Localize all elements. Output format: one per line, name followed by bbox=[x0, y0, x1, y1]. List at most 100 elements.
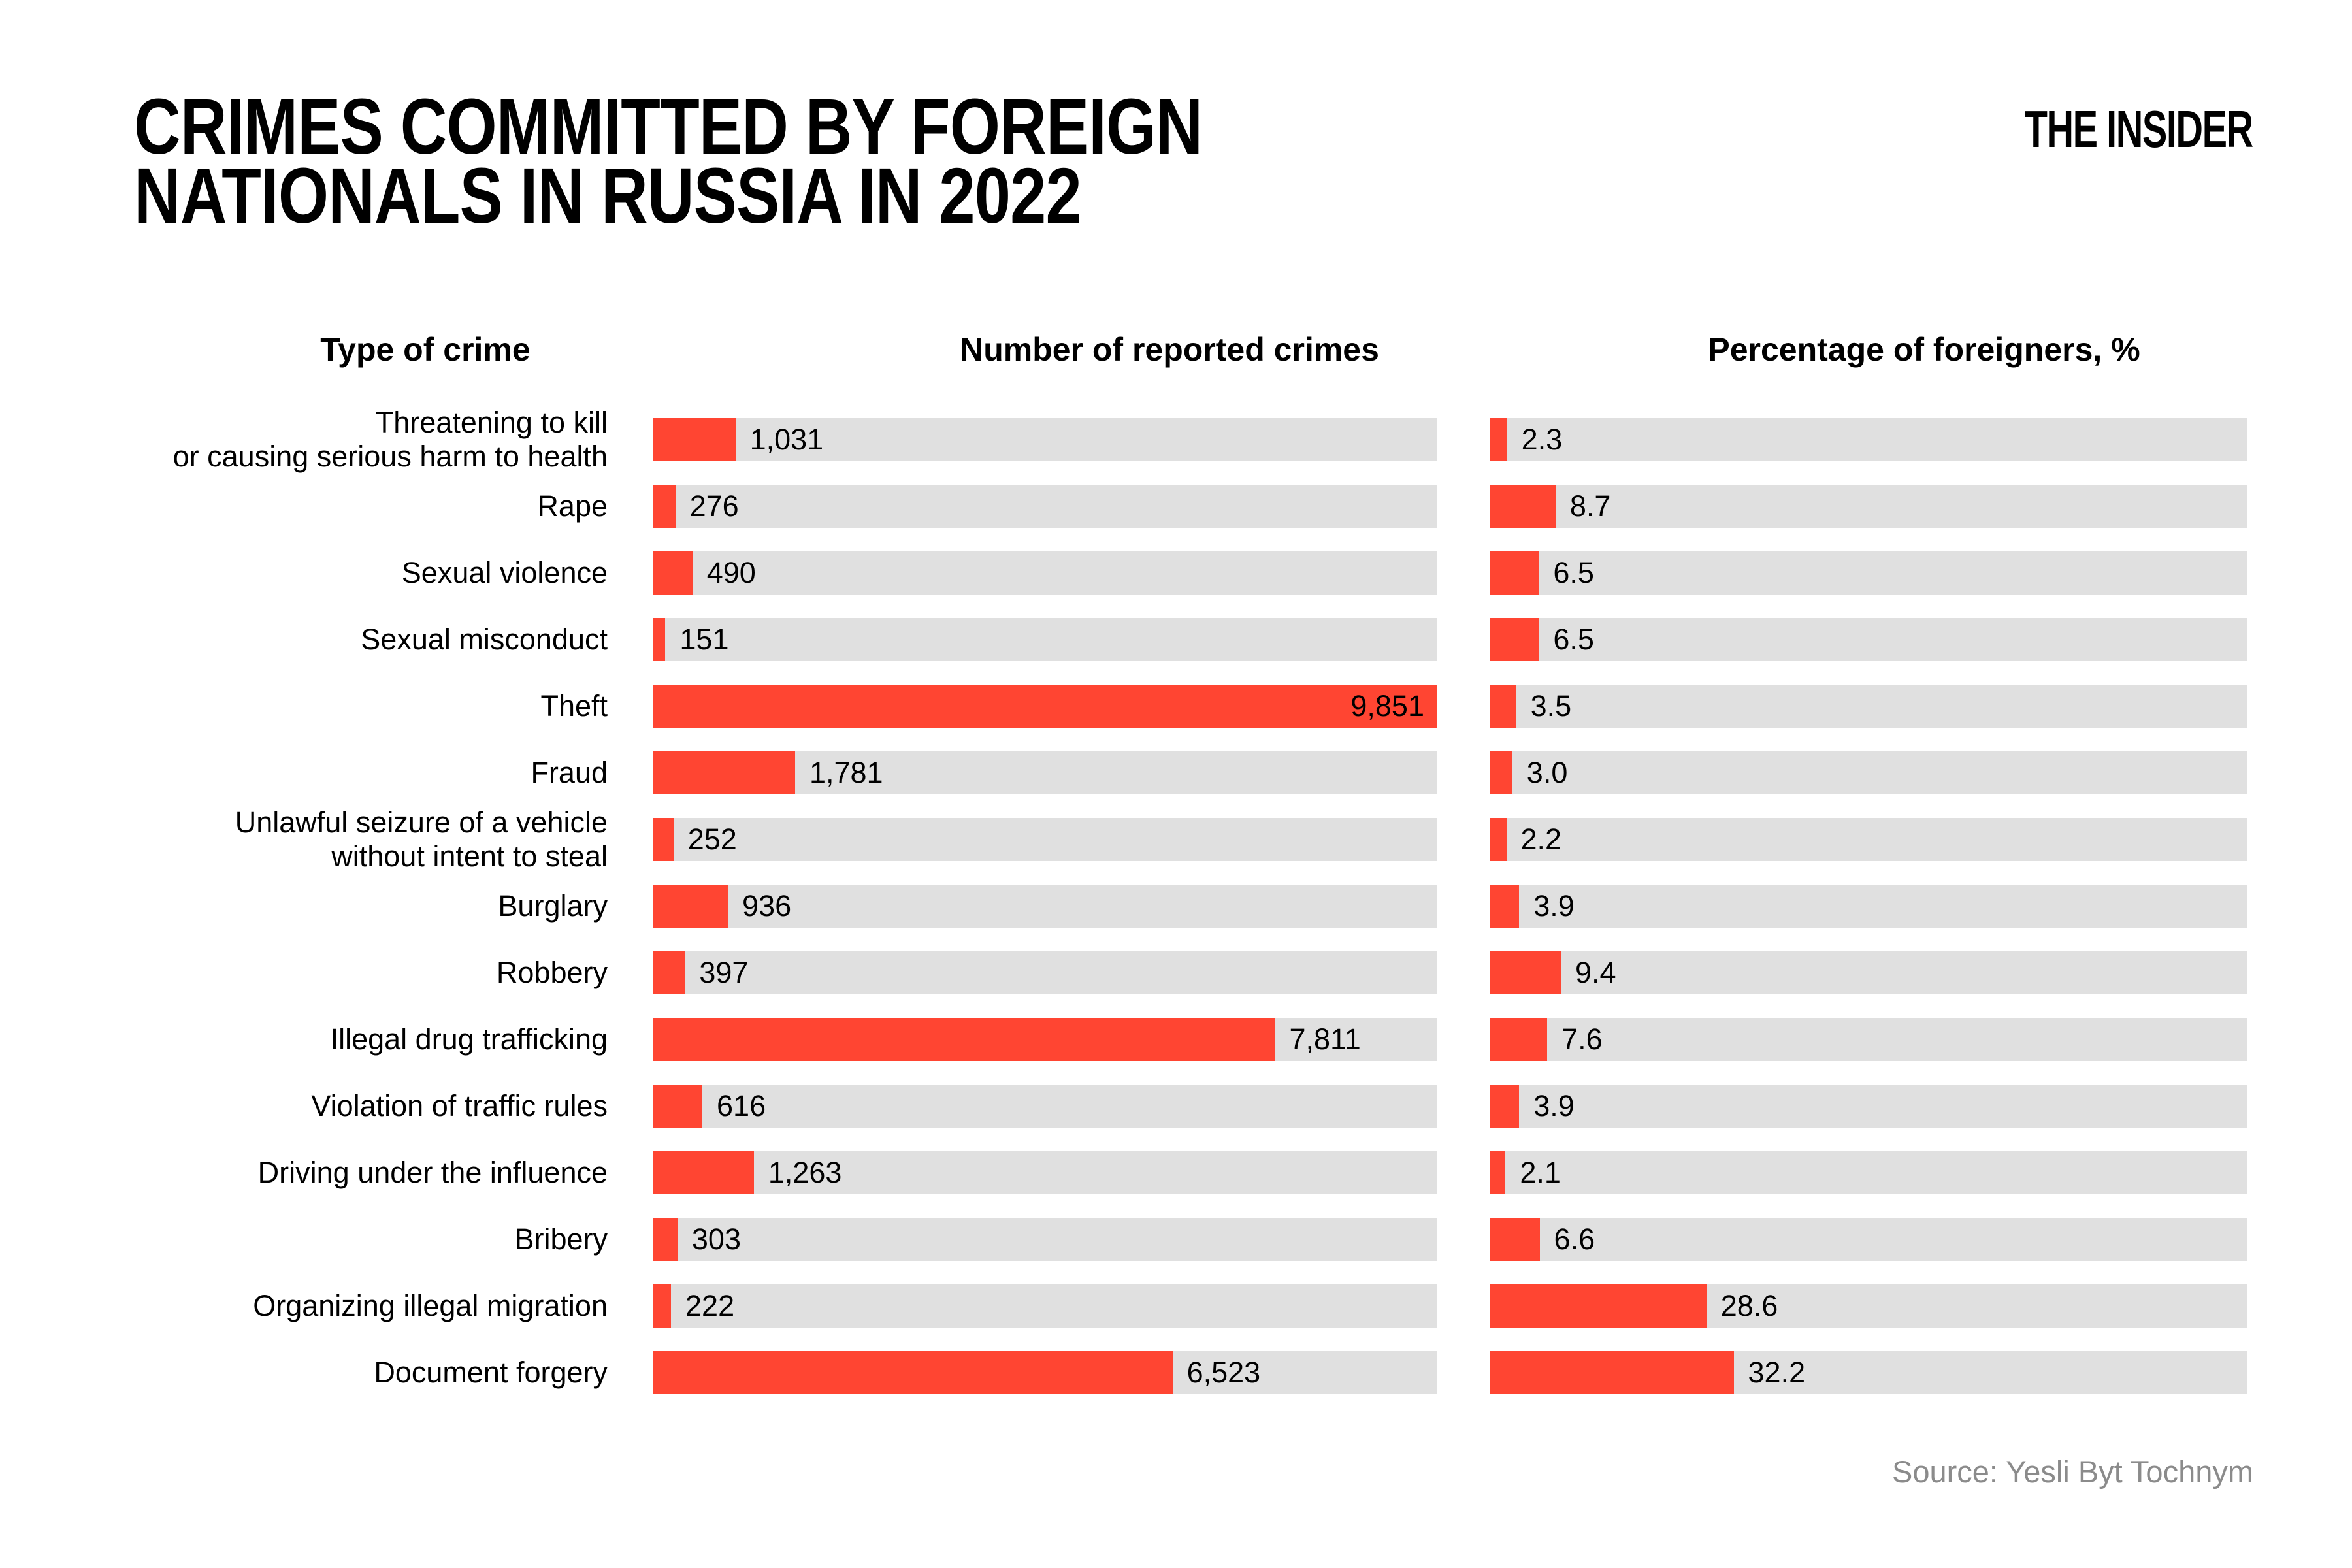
crime-type-label: Theft bbox=[540, 689, 608, 723]
crime-type-label: Sexual misconduct bbox=[361, 623, 608, 656]
crimes-bar bbox=[653, 551, 693, 595]
pct-bar bbox=[1490, 1151, 1506, 1194]
crimes-value-label: 1,263 bbox=[768, 1156, 842, 1189]
crimes-value-label: 7,811 bbox=[1289, 1022, 1361, 1056]
crimes-bar bbox=[653, 418, 736, 461]
crimes-value-label: 490 bbox=[706, 556, 756, 589]
pct-bar-track: 8.7 bbox=[1490, 485, 2247, 528]
crimes-value-label: 222 bbox=[685, 1289, 735, 1322]
chart-row: Unlawful seizure of a vehicle without int… bbox=[0, 806, 2352, 873]
pct-bar-track: 28.6 bbox=[1490, 1284, 2247, 1328]
pct-bar bbox=[1490, 1284, 1707, 1328]
pct-value-label: 3.9 bbox=[1533, 889, 1575, 923]
pct-value-label: 6.5 bbox=[1553, 556, 1594, 589]
crimes-value-label: 936 bbox=[742, 889, 792, 923]
crimes-bar bbox=[653, 1151, 754, 1194]
pct-bar bbox=[1490, 485, 1556, 528]
chart-rows: Threatening to kill or causing serious ha… bbox=[0, 406, 2352, 1418]
chart-row: Rape 276 8.7 bbox=[0, 485, 2352, 528]
pct-bar bbox=[1490, 618, 1539, 661]
column-header-number-of-reported-crimes: Number of reported crimes bbox=[960, 331, 1379, 368]
page-title: CRIMES COMMITTED BY FOREIGN NATIONALS IN… bbox=[134, 82, 1203, 240]
chart-row: Burglary 936 3.9 bbox=[0, 885, 2352, 928]
pct-value-label: 28.6 bbox=[1720, 1289, 1778, 1322]
crimes-bar-track: 397 bbox=[653, 951, 1437, 994]
pct-value-label: 6.5 bbox=[1553, 623, 1594, 656]
crime-type-label: Fraud bbox=[531, 756, 608, 789]
source-credit: Source: Yesli Byt Tochnym bbox=[1892, 1454, 2253, 1489]
pct-bar bbox=[1490, 951, 1561, 994]
crimes-value-label: 151 bbox=[679, 623, 729, 656]
pct-value-label: 3.5 bbox=[1530, 689, 1572, 723]
pct-value-label: 6.6 bbox=[1554, 1222, 1595, 1256]
pct-bar bbox=[1490, 1351, 1734, 1394]
crimes-bar-track: 1,263 bbox=[653, 1151, 1437, 1194]
pct-bar-track: 3.9 bbox=[1490, 1085, 2247, 1128]
chart-row: Robbery 397 9.4 bbox=[0, 951, 2352, 994]
crimes-bar-track: 7,811 bbox=[653, 1018, 1437, 1061]
crimes-bar bbox=[653, 1284, 672, 1328]
pct-bar-track: 3.5 bbox=[1490, 685, 2247, 728]
pct-value-label: 32.2 bbox=[1748, 1356, 1806, 1389]
crimes-bar-track: 6,523 bbox=[653, 1351, 1437, 1394]
crimes-bar bbox=[653, 485, 676, 528]
pct-bar-track: 32.2 bbox=[1490, 1351, 2247, 1394]
crimes-bar bbox=[653, 751, 795, 794]
crimes-bar bbox=[653, 1018, 1275, 1061]
pct-bar-track: 2.3 bbox=[1490, 418, 2247, 461]
pct-bar bbox=[1490, 1085, 1520, 1128]
pct-bar-track: 7.6 bbox=[1490, 1018, 2247, 1061]
crime-type-label: Document forgery bbox=[374, 1356, 608, 1389]
crimes-value-label: 303 bbox=[691, 1222, 741, 1256]
chart-row: Threatening to kill or causing serious ha… bbox=[0, 406, 2352, 473]
pct-bar-track: 9.4 bbox=[1490, 951, 2247, 994]
crime-type-label: Illegal drug trafficking bbox=[330, 1022, 608, 1056]
crimes-bar bbox=[653, 885, 728, 928]
crimes-bar-track: 936 bbox=[653, 885, 1437, 928]
crime-type-label: Threatening to kill or causing serious ha… bbox=[172, 406, 608, 473]
crimes-bar-track: 1,781 bbox=[653, 751, 1437, 794]
pct-value-label: 3.9 bbox=[1533, 1089, 1575, 1122]
crimes-bar bbox=[653, 1218, 678, 1261]
crimes-value-label: 276 bbox=[689, 489, 739, 523]
pct-bar-track: 6.6 bbox=[1490, 1218, 2247, 1261]
title-line-1: CRIMES COMMITTED BY FOREIGN bbox=[134, 82, 1203, 171]
the-insider-logo: THE INSIDER bbox=[2025, 100, 2253, 158]
pct-bar-track: 2.1 bbox=[1490, 1151, 2247, 1194]
title-line-2: NATIONALS IN RUSSIA IN 2022 bbox=[134, 151, 1082, 240]
chart-row: Bribery 303 6.6 bbox=[0, 1218, 2352, 1261]
crime-type-label: Bribery bbox=[514, 1222, 608, 1256]
pct-bar bbox=[1490, 551, 1539, 595]
pct-bar bbox=[1490, 1018, 1548, 1061]
pct-value-label: 3.0 bbox=[1526, 756, 1568, 789]
crimes-value-label: 616 bbox=[717, 1089, 766, 1122]
chart-row: Organizing illegal migration 222 28.6 bbox=[0, 1284, 2352, 1328]
chart-row: Fraud 1,781 3.0 bbox=[0, 751, 2352, 794]
crimes-value-label: 9,851 bbox=[1350, 689, 1424, 723]
column-header-type-of-crime: Type of crime bbox=[320, 331, 531, 368]
pct-bar bbox=[1490, 818, 1507, 861]
pct-value-label: 7.6 bbox=[1561, 1022, 1603, 1056]
chart-row: Illegal drug trafficking 7,811 7.6 bbox=[0, 1018, 2352, 1061]
pct-value-label: 2.2 bbox=[1520, 823, 1562, 856]
crimes-bar bbox=[653, 618, 666, 661]
pct-value-label: 9.4 bbox=[1575, 956, 1616, 989]
pct-bar bbox=[1490, 685, 1516, 728]
pct-bar-track: 3.9 bbox=[1490, 885, 2247, 928]
crimes-bar-track: 1,031 bbox=[653, 418, 1437, 461]
pct-bar-track: 6.5 bbox=[1490, 551, 2247, 595]
crimes-bar-track: 616 bbox=[653, 1085, 1437, 1128]
pct-bar-track: 6.5 bbox=[1490, 618, 2247, 661]
crimes-bar bbox=[653, 1351, 1173, 1394]
crimes-value-label: 6,523 bbox=[1186, 1356, 1261, 1389]
pct-bar-track: 3.0 bbox=[1490, 751, 2247, 794]
crimes-bar-track: 222 bbox=[653, 1284, 1437, 1328]
crime-type-label: Rape bbox=[537, 489, 608, 523]
crime-type-label: Driving under the influence bbox=[257, 1156, 608, 1189]
crime-type-label: Violation of traffic rules bbox=[311, 1089, 608, 1122]
crimes-bar-track: 151 bbox=[653, 618, 1437, 661]
crime-type-label: Burglary bbox=[498, 889, 608, 923]
crimes-bar-track: 252 bbox=[653, 818, 1437, 861]
chart-row: Violation of traffic rules 616 3.9 bbox=[0, 1085, 2352, 1128]
